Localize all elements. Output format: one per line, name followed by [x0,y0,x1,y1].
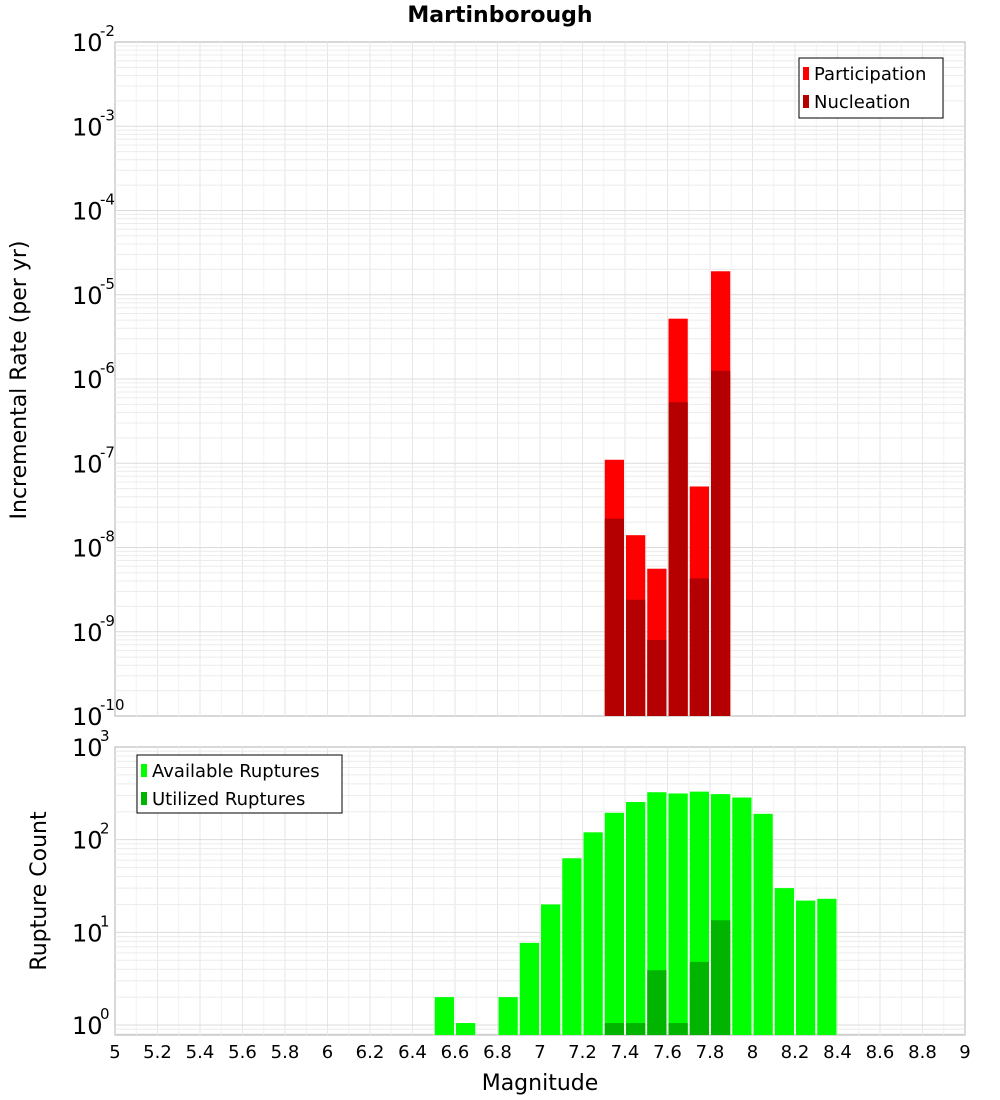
rate-bar-b [689,578,709,716]
rate-y-ticks: 10-210-310-410-510-610-710-810-910-10 [72,22,125,731]
count-bar-a [753,813,773,1035]
rate-legend-box [798,57,944,119]
count-bars [434,791,837,1035]
count-y-tick-exponent: 3 [100,727,110,745]
magnitude-tick-label: 5.6 [228,1042,257,1063]
magnitude-tick-label: 7 [534,1042,545,1063]
count-legend-swatch [141,792,147,805]
count-y-tick-label: 10 [72,1012,103,1040]
count-y-axis-label: Rupture Count [27,811,52,971]
magnitude-tick-label: 9 [959,1042,970,1063]
rate-panel: 10-210-310-410-510-610-710-810-910-10 In… [7,22,966,731]
rate-y-tick-exponent: -7 [100,443,115,461]
rate-y-tick-label: 10 [72,535,103,563]
rate-bars [604,271,731,716]
count-bar-b [626,1023,646,1035]
count-bar-a [668,793,688,1035]
rate-y-tick-exponent: -5 [100,275,115,293]
count-bar-b [711,920,731,1035]
count-y-tick-label: 10 [72,919,103,947]
magnitude-tick-label: 8.2 [781,1042,810,1063]
count-bar-b [689,961,709,1035]
count-bar-a [562,858,582,1035]
rate-y-tick-label: 10 [72,198,103,226]
rate-y-axis-label: Incremental Rate (per yr) [7,241,32,520]
rate-bar-b [711,370,731,716]
magnitude-tick-label: 5.8 [271,1042,300,1063]
rate-y-tick-label: 10 [72,29,103,57]
rate-grid [115,42,965,716]
count-bar-a [519,942,539,1035]
rate-y-tick-label: 10 [72,282,103,310]
count-legend-box [136,754,343,814]
count-bar-a [456,1023,476,1035]
rate-legend-swatch [803,67,809,80]
rate-y-tick-label: 10 [72,113,103,141]
rate-legend: Participation Nucleation [798,57,944,119]
magnitude-tick-label: 7.2 [568,1042,597,1063]
count-bar-a [583,832,603,1035]
count-legend: Available Ruptures Utilized Ruptures [136,754,343,814]
rate-y-tick-exponent: -9 [100,612,115,630]
magnitude-tick-label: 6 [322,1042,333,1063]
rate-y-tick-exponent: -6 [100,359,115,377]
count-bar-a [796,900,816,1035]
magnitude-tick-label: 7.4 [611,1042,640,1063]
rate-legend-swatch [803,95,809,108]
rate-y-tick-exponent: -10 [100,696,125,714]
count-y-tick-label: 10 [72,827,103,855]
count-legend-label: Available Ruptures [152,761,320,782]
rate-bar-b [668,402,688,716]
rate-y-tick-exponent: -3 [100,106,115,124]
count-y-tick-exponent: 1 [100,912,110,930]
rate-y-tick-label: 10 [72,619,103,647]
magnitude-tick-label: 7.6 [653,1042,682,1063]
count-y-tick-label: 10 [72,734,103,762]
count-bar-a [541,904,561,1035]
magnitude-x-ticks: 5 5.2 5.4 5.6 5.8 6 6.2 6.4 6.6 6.8 7 7.2 7.4 7.6 7.8 8… [109,1042,970,1063]
rate-bar-b [604,518,624,716]
magnitude-tick-label: 6.8 [483,1042,512,1063]
rate-legend-label: Participation [814,64,926,85]
count-bar-a [498,997,518,1035]
magnitude-tick-label: 8.8 [908,1042,937,1063]
magnitude-tick-label: 5.2 [143,1042,172,1063]
magnitude-tick-label: 5.4 [186,1042,215,1063]
magnitude-tick-label: 8 [747,1042,758,1063]
rate-y-tick-label: 10 [72,366,103,394]
count-bar-b [647,970,667,1035]
count-bar-a [604,812,624,1035]
chart-title: Martinborough [407,3,592,28]
count-y-tick-exponent: 2 [100,820,110,838]
magnitude-tick-label: 6.2 [356,1042,385,1063]
count-legend-label: Utilized Ruptures [152,789,305,810]
count-bar-a [626,801,646,1035]
rate-y-tick-exponent: -8 [100,528,115,546]
count-bar-a [774,888,794,1035]
rate-bar-b [626,599,646,716]
rate-bar-b [647,639,667,716]
count-bar-a [434,997,454,1035]
magnitude-tick-label: 8.6 [866,1042,895,1063]
rate-y-tick-exponent: -4 [100,191,115,209]
rate-legend-label: Nucleation [814,92,910,113]
rate-y-tick-label: 10 [72,450,103,478]
magnitude-tick-label: 7.8 [696,1042,725,1063]
count-bar-a [817,898,837,1035]
magnitude-tick-label: 5 [109,1042,120,1063]
magnitude-tick-label: 8.4 [823,1042,852,1063]
magnitude-tick-label: 6.4 [398,1042,427,1063]
count-bar-b [668,1023,688,1035]
rate-y-tick-label: 10 [72,703,103,731]
count-bar-a [732,797,752,1035]
magnitude-tick-label: 6.6 [441,1042,470,1063]
x-axis-label: Magnitude [482,1071,599,1096]
count-y-tick-exponent: 0 [100,1005,110,1023]
count-legend-swatch [141,764,147,777]
count-bar-b [604,1023,624,1035]
rate-y-tick-exponent: -2 [100,22,115,40]
